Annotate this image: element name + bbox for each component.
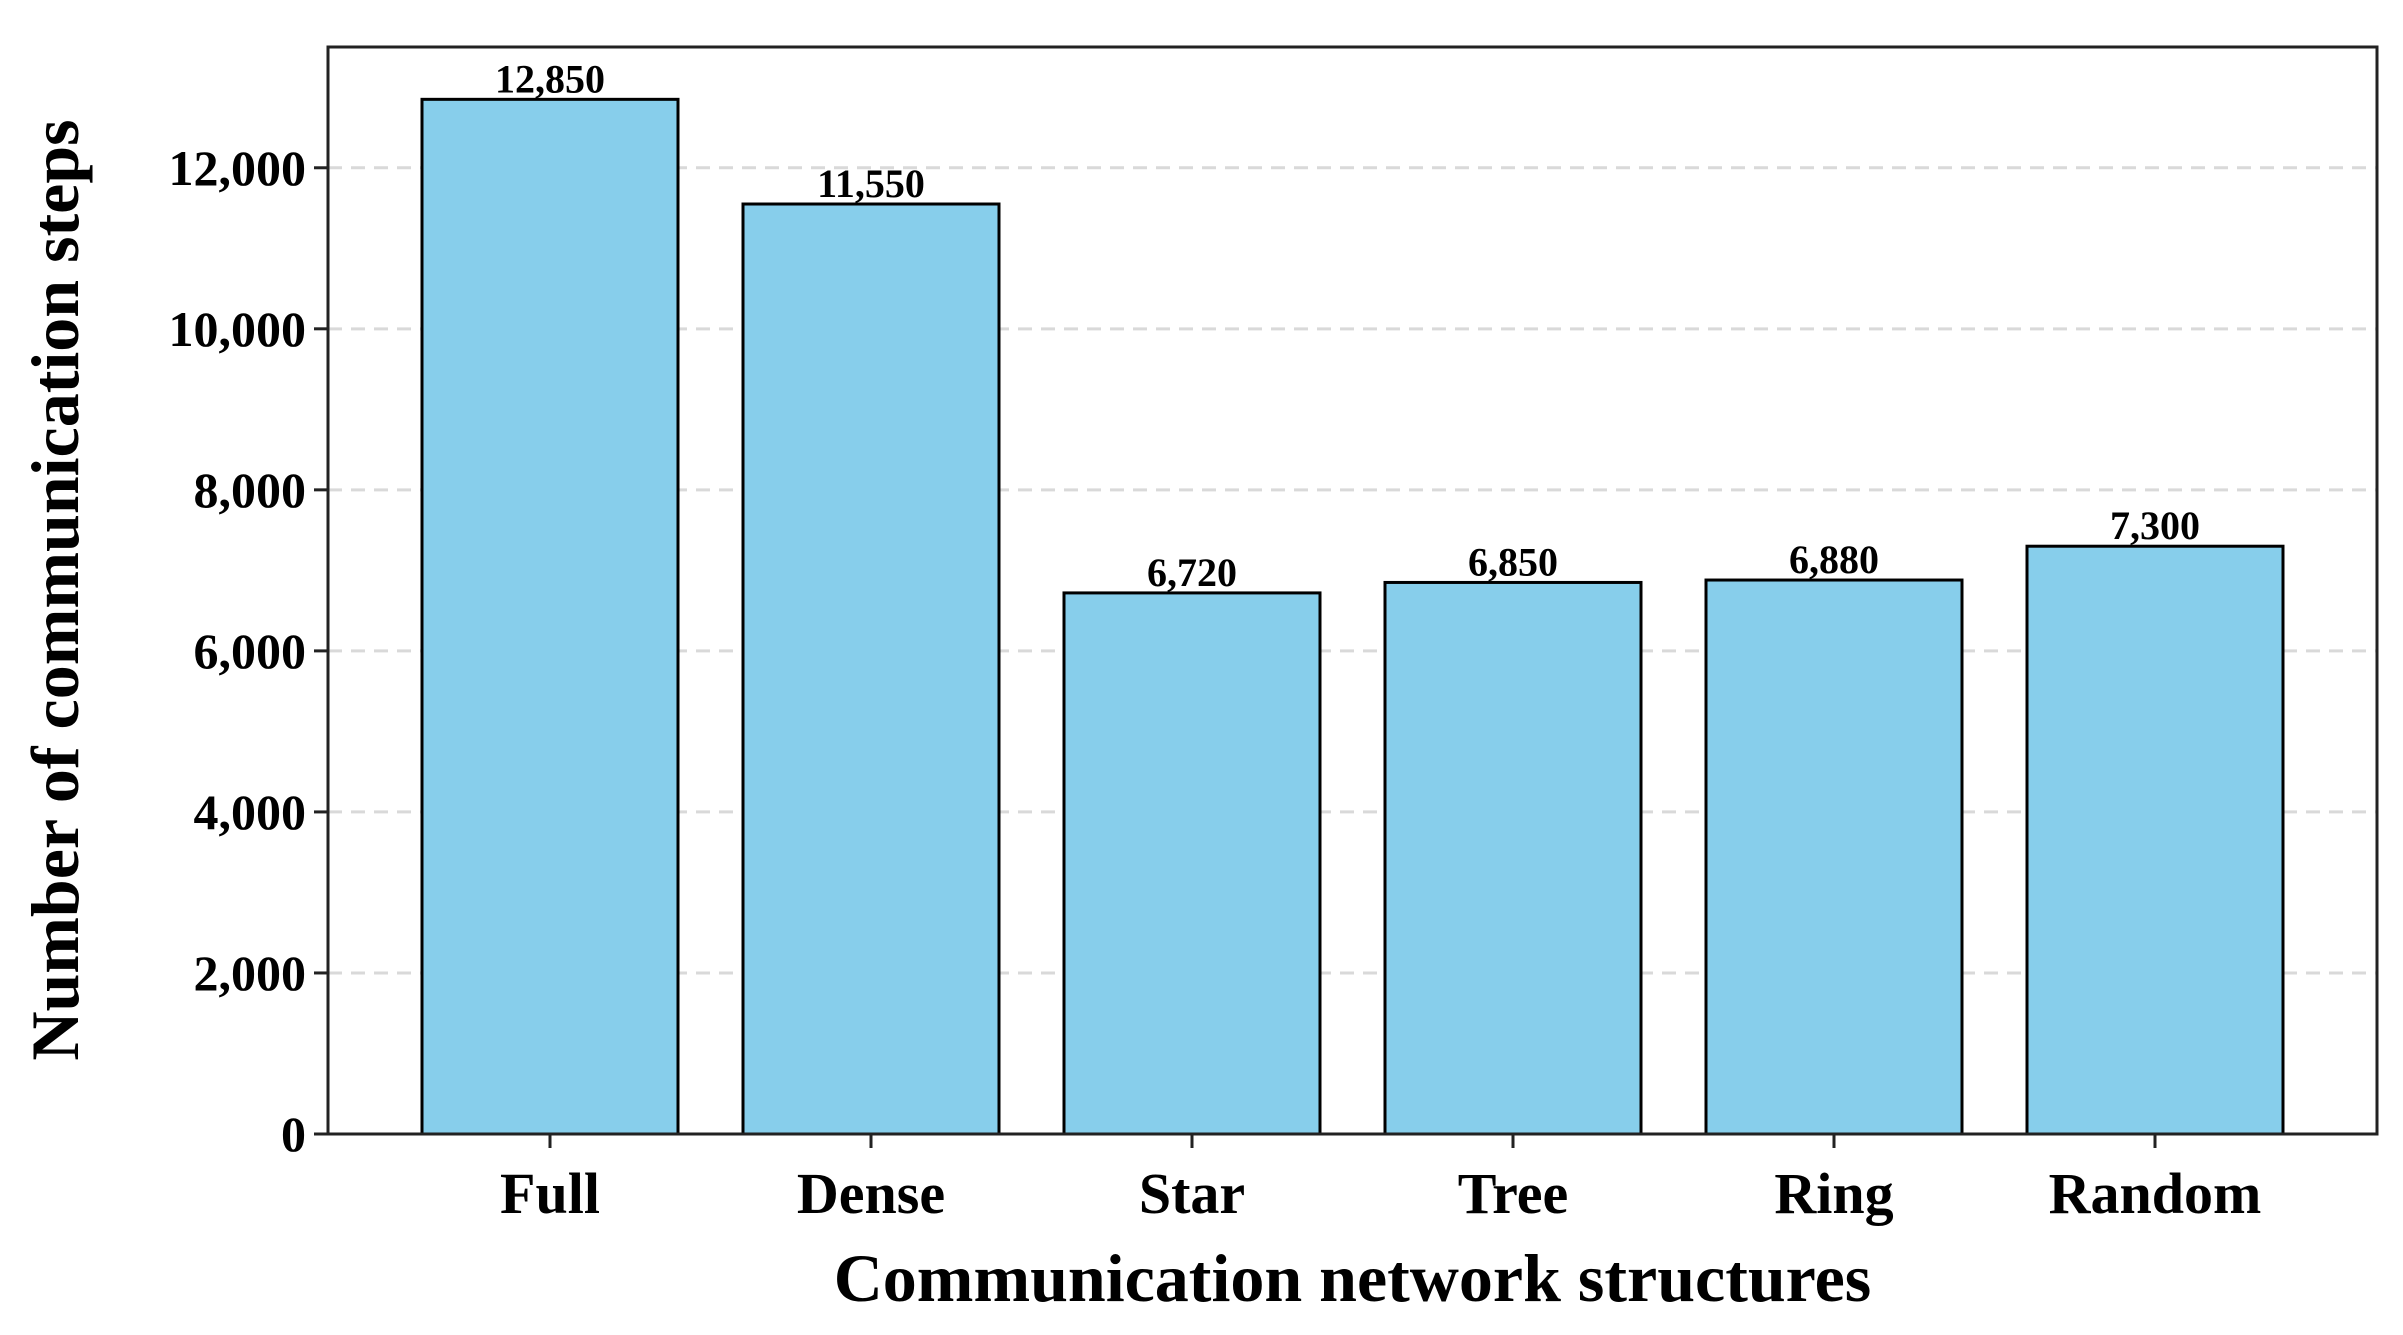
bar-ring <box>1704 578 1964 1136</box>
plot-frame <box>326 45 2379 1136</box>
x-tick-label-ring: Ring <box>1774 1161 1893 1226</box>
x-tick-label-full: Full <box>500 1161 600 1226</box>
data-label-star: 6,720 <box>1147 550 1237 595</box>
y-tick-label: 0 <box>281 1106 306 1162</box>
data-labels: 12,850 11,550 6,720 6,850 6,880 7,300 <box>495 56 2200 595</box>
x-tick-label-star: Star <box>1139 1161 1245 1226</box>
x-axis-title: Communication network structures <box>834 1240 1872 1316</box>
bar-full <box>420 97 680 1136</box>
x-tick-label-dense: Dense <box>797 1161 945 1226</box>
y-tick-label: 2,000 <box>194 945 307 1001</box>
bar-random <box>2025 544 2285 1136</box>
x-axis-ticks: Full Dense Star Tree Ring Random <box>500 1134 2261 1226</box>
y-axis-ticks: 0 2,000 4,000 6,000 8,000 10,000 12,000 <box>169 140 328 1162</box>
data-label-ring: 6,880 <box>1789 537 1879 582</box>
y-axis-title: Number of communication steps <box>17 119 93 1060</box>
data-label-full: 12,850 <box>495 56 605 101</box>
x-tick-label-tree: Tree <box>1458 1161 1569 1226</box>
y-tick-label: 4,000 <box>194 784 307 840</box>
bar-tree <box>1383 580 1643 1136</box>
bar-dense <box>741 202 1001 1136</box>
x-tick-label-random: Random <box>2049 1161 2262 1226</box>
data-label-tree: 6,850 <box>1468 539 1558 584</box>
y-tick-label: 10,000 <box>169 301 307 357</box>
y-tick-label: 8,000 <box>194 462 307 518</box>
data-label-dense: 11,550 <box>817 161 925 206</box>
y-tick-label: 6,000 <box>194 623 307 679</box>
bars <box>420 97 2285 1136</box>
y-tick-label: 12,000 <box>169 140 307 196</box>
data-label-random: 7,300 <box>2110 503 2200 548</box>
bar-star <box>1062 591 1322 1136</box>
